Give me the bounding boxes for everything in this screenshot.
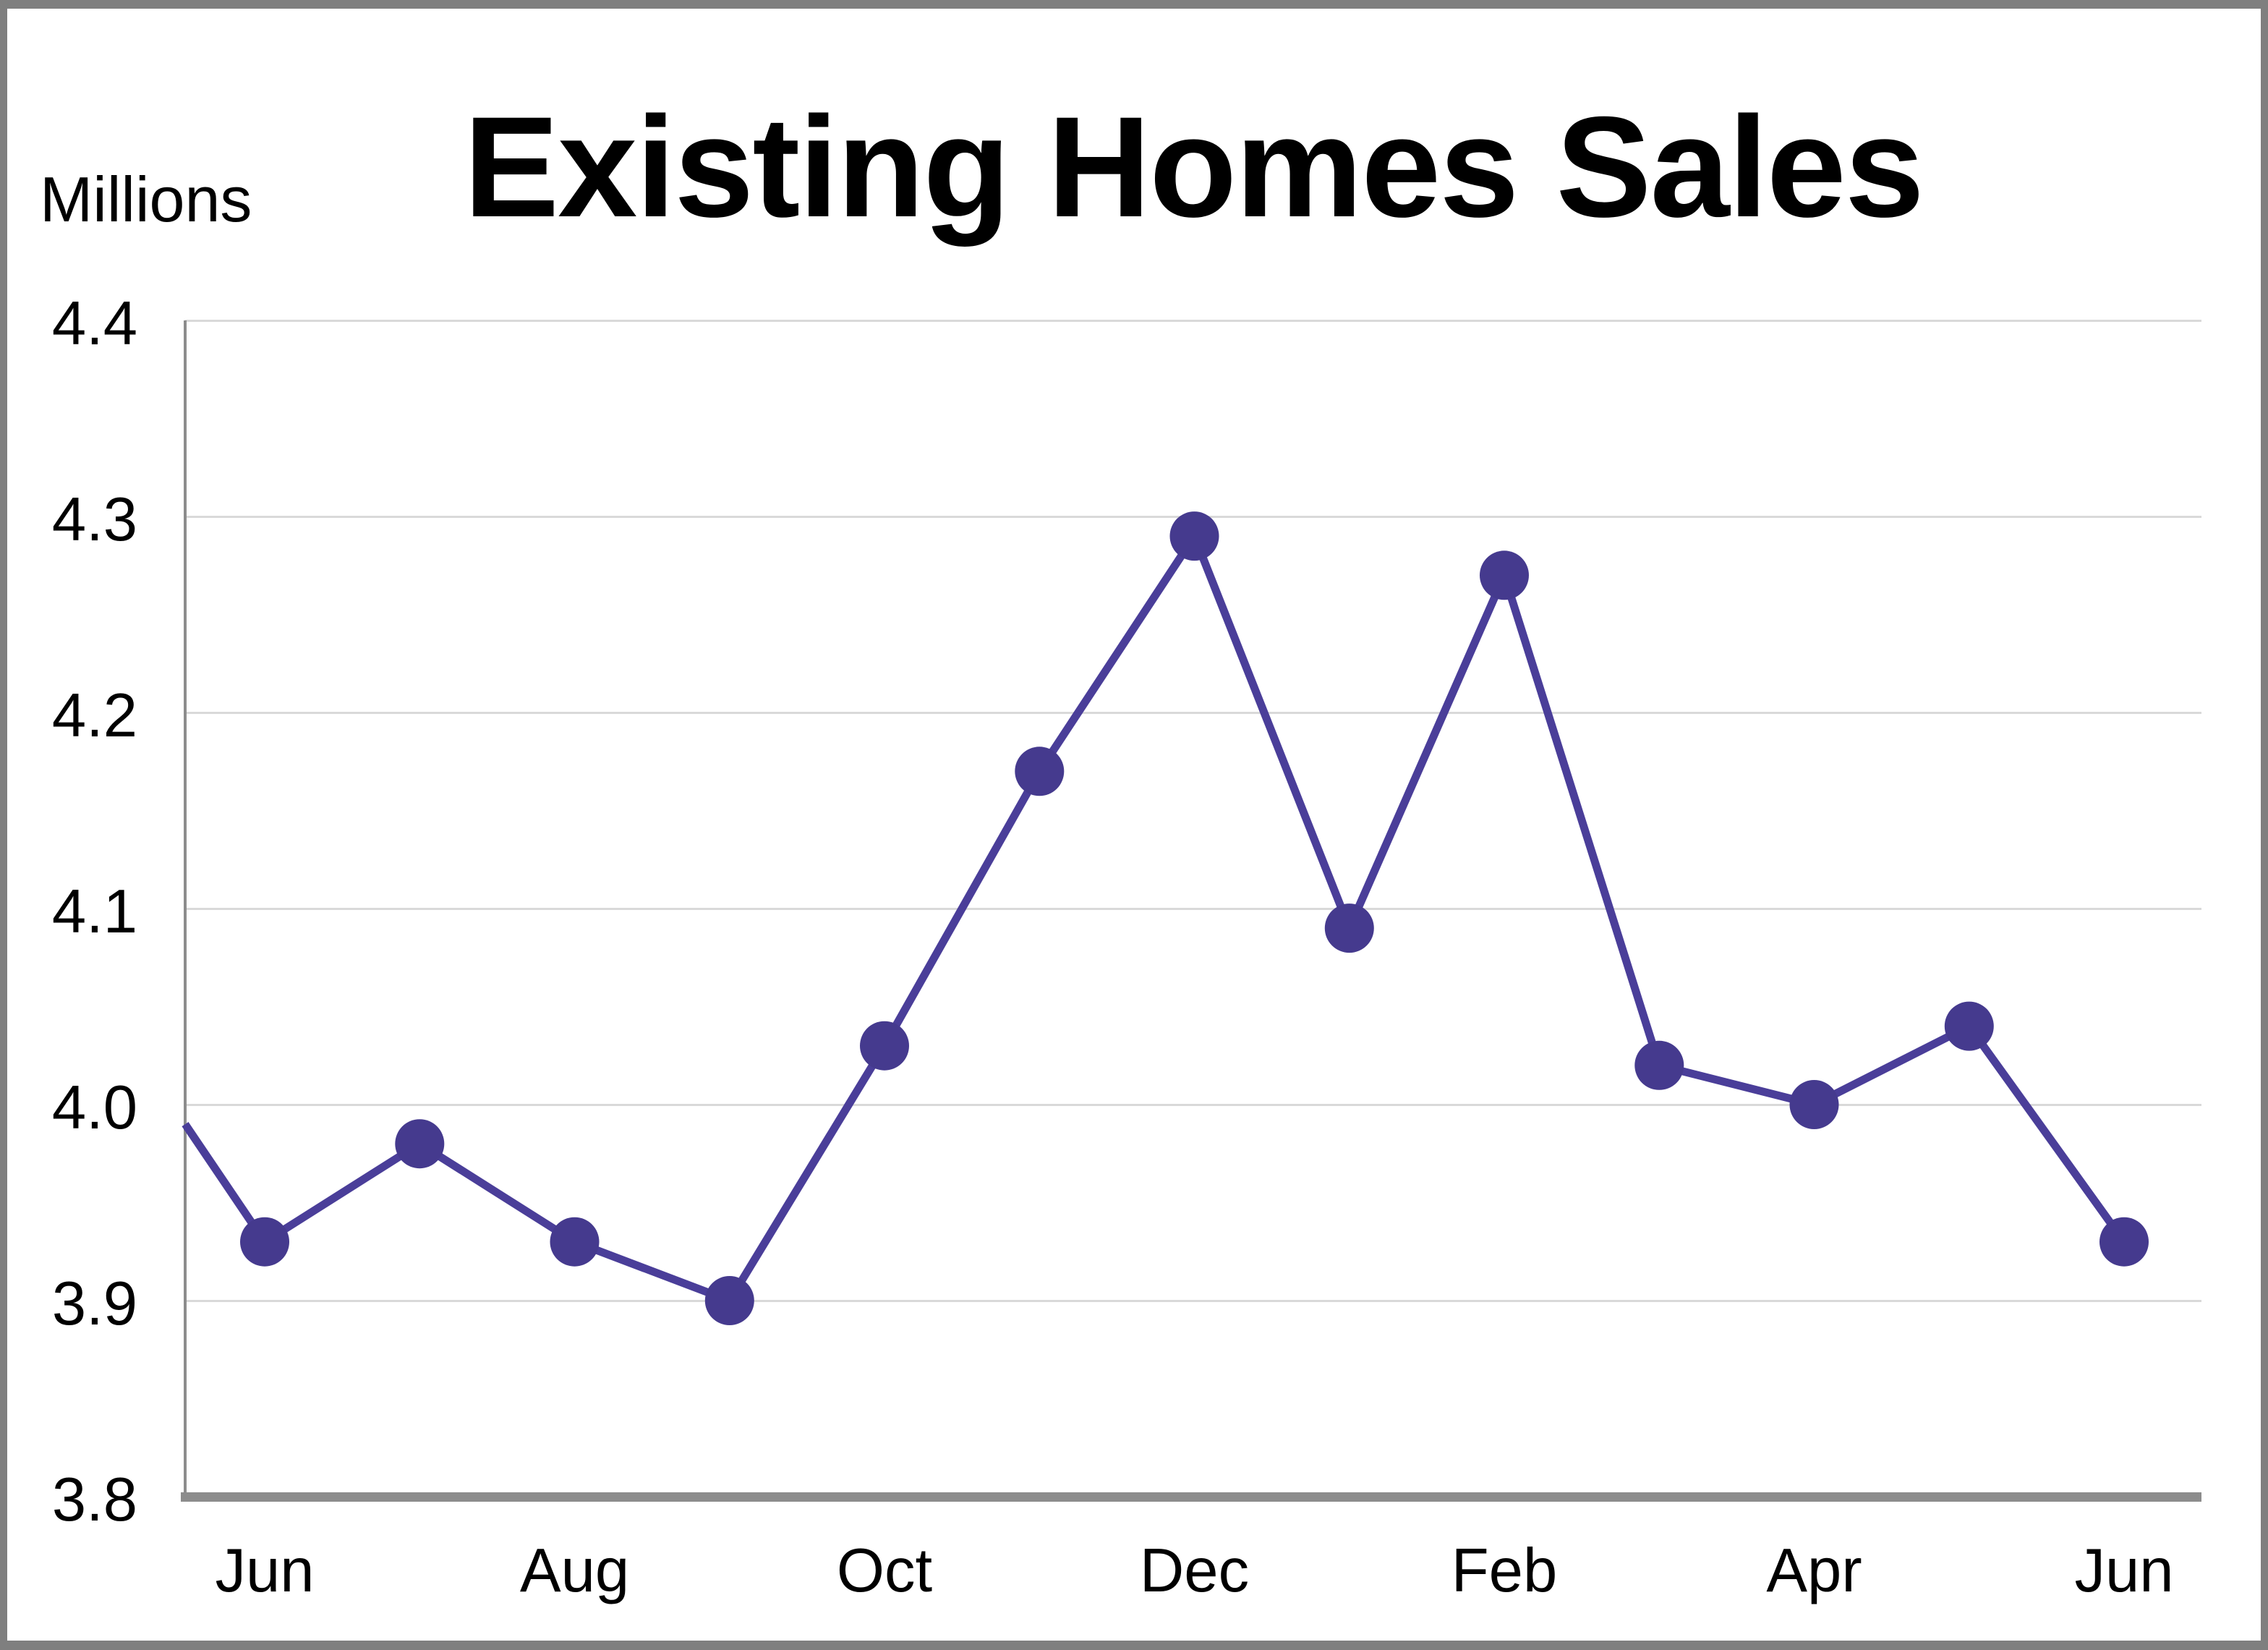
y-axis-label-4.3: 4.3: [51, 485, 137, 554]
window-border-bottom: [0, 1641, 2268, 1650]
y-axis-label-3.9: 3.9: [51, 1270, 137, 1338]
window-border-right: [2261, 0, 2268, 1650]
data-point-feb-8: [1480, 550, 1529, 600]
x-axis-label-dec-6: Dec: [1139, 1536, 1250, 1605]
x-axis-label-jun-0: Jun: [215, 1536, 315, 1605]
x-axis-label-feb-8: Feb: [1451, 1536, 1558, 1605]
chart-title: Existing Homes Sales: [464, 87, 1924, 247]
data-point-jul-1: [395, 1119, 445, 1169]
y-axis-line: [184, 320, 187, 1502]
x-axis-label-oct-4: Oct: [836, 1536, 933, 1605]
data-point-nov-5: [1015, 747, 1065, 796]
data-point-aug-2: [550, 1217, 600, 1267]
data-point-mar-9: [1634, 1040, 1684, 1090]
y-axis-label-4.4: 4.4: [51, 289, 137, 358]
y-axis-label-4.0: 4.0: [51, 1073, 137, 1142]
gridline-4.0: [185, 1104, 2201, 1106]
window-border-top: [0, 0, 2268, 9]
data-point-jan-7: [1324, 903, 1374, 953]
x-axis-label-jun-12: Jun: [2074, 1536, 2174, 1605]
gridline-4.2: [185, 712, 2201, 714]
gridline-4.1: [185, 908, 2201, 910]
x-axis-label-aug-2: Aug: [519, 1536, 630, 1605]
y-axis-label-3.8: 3.8: [51, 1466, 137, 1534]
gridline-3.9: [185, 1300, 2201, 1302]
gridline-4.4: [185, 320, 2201, 322]
y-axis-label-4.1: 4.1: [51, 877, 137, 946]
data-point-dec-6: [1169, 511, 1219, 561]
data-point-sep-3: [704, 1276, 754, 1325]
window-border-left: [0, 0, 7, 1650]
data-point-oct-4: [860, 1021, 909, 1071]
data-point-jun-12: [2099, 1217, 2149, 1267]
x-axis-line: [181, 1492, 2201, 1502]
y-axis-label-4.2: 4.2: [51, 681, 137, 750]
data-point-jun-0: [240, 1217, 289, 1267]
series-line: [182, 527, 2128, 1306]
x-axis-label-apr-10: Apr: [1766, 1536, 1862, 1605]
data-point-apr-10: [1789, 1080, 1839, 1129]
y-axis-units-label: Millions: [40, 163, 252, 235]
data-point-may-11: [1944, 1001, 1994, 1051]
